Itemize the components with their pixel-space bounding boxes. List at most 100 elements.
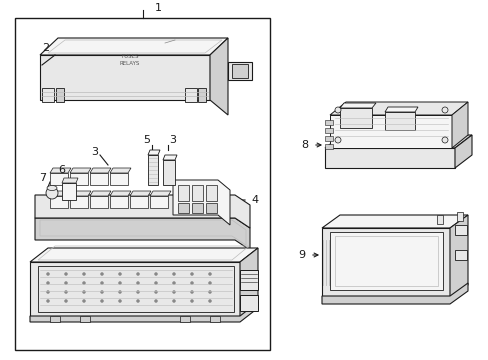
- Text: 2: 2: [42, 43, 49, 53]
- Polygon shape: [90, 191, 111, 196]
- Polygon shape: [50, 173, 68, 185]
- Circle shape: [154, 273, 157, 275]
- Polygon shape: [325, 135, 471, 148]
- Polygon shape: [130, 196, 148, 208]
- Bar: [231, 64, 247, 78]
- Circle shape: [64, 273, 67, 275]
- Circle shape: [46, 187, 58, 199]
- Circle shape: [334, 137, 340, 143]
- Polygon shape: [209, 38, 227, 115]
- Circle shape: [118, 282, 121, 284]
- Polygon shape: [321, 228, 449, 298]
- Circle shape: [172, 300, 175, 302]
- Bar: [38, 266, 234, 312]
- Polygon shape: [40, 55, 209, 100]
- Polygon shape: [240, 248, 258, 318]
- Polygon shape: [30, 262, 240, 318]
- Polygon shape: [329, 232, 442, 290]
- Bar: [184, 88, 197, 102]
- Polygon shape: [384, 107, 417, 112]
- Polygon shape: [70, 191, 91, 196]
- Polygon shape: [456, 212, 462, 221]
- Polygon shape: [150, 196, 168, 208]
- Polygon shape: [173, 180, 229, 225]
- Circle shape: [208, 273, 211, 275]
- Polygon shape: [62, 183, 76, 200]
- Bar: [178, 203, 189, 213]
- Bar: [42, 88, 54, 102]
- Bar: [198, 88, 205, 102]
- Polygon shape: [339, 108, 371, 128]
- Polygon shape: [436, 215, 442, 224]
- Circle shape: [190, 282, 193, 284]
- Circle shape: [136, 300, 139, 302]
- Bar: [454, 250, 466, 260]
- Polygon shape: [110, 168, 131, 173]
- Circle shape: [118, 273, 121, 275]
- Circle shape: [334, 107, 340, 113]
- Polygon shape: [329, 102, 467, 115]
- Bar: [240, 295, 258, 311]
- Polygon shape: [30, 302, 258, 322]
- Polygon shape: [110, 191, 131, 196]
- Polygon shape: [325, 148, 454, 168]
- Polygon shape: [321, 283, 467, 304]
- Circle shape: [172, 273, 175, 275]
- Text: 1: 1: [154, 3, 161, 13]
- Circle shape: [46, 273, 49, 275]
- Circle shape: [82, 282, 85, 284]
- Circle shape: [136, 273, 139, 275]
- Circle shape: [101, 300, 103, 302]
- Text: 3: 3: [169, 135, 176, 145]
- Polygon shape: [150, 191, 171, 196]
- Polygon shape: [90, 168, 111, 173]
- Circle shape: [208, 282, 211, 284]
- Polygon shape: [329, 115, 451, 148]
- Circle shape: [64, 291, 67, 293]
- Text: 8: 8: [301, 140, 308, 150]
- Circle shape: [172, 291, 175, 293]
- Circle shape: [154, 291, 157, 293]
- Text: 9: 9: [298, 250, 305, 260]
- Circle shape: [136, 282, 139, 284]
- Polygon shape: [451, 102, 467, 148]
- Bar: [240, 270, 258, 290]
- Circle shape: [82, 300, 85, 302]
- Polygon shape: [70, 173, 88, 185]
- Polygon shape: [384, 112, 414, 130]
- Circle shape: [190, 291, 193, 293]
- Bar: [180, 316, 190, 322]
- Bar: [192, 185, 203, 201]
- Circle shape: [172, 282, 175, 284]
- Bar: [80, 316, 90, 322]
- Text: 4: 4: [251, 195, 258, 205]
- Circle shape: [101, 273, 103, 275]
- Bar: [56, 88, 64, 102]
- Circle shape: [118, 300, 121, 302]
- Polygon shape: [70, 196, 88, 208]
- Polygon shape: [62, 178, 78, 183]
- Circle shape: [441, 107, 447, 113]
- Polygon shape: [35, 218, 249, 250]
- Polygon shape: [339, 103, 375, 108]
- Polygon shape: [321, 215, 467, 228]
- Polygon shape: [148, 155, 158, 185]
- Bar: [454, 225, 466, 235]
- Circle shape: [208, 291, 211, 293]
- Polygon shape: [50, 168, 71, 173]
- Polygon shape: [30, 248, 258, 262]
- Polygon shape: [40, 38, 227, 55]
- Bar: [325, 128, 332, 133]
- Circle shape: [46, 300, 49, 302]
- Bar: [209, 316, 220, 322]
- Bar: [325, 120, 332, 125]
- Polygon shape: [50, 196, 68, 208]
- Polygon shape: [454, 135, 471, 168]
- Polygon shape: [110, 196, 128, 208]
- Text: 3: 3: [91, 147, 98, 157]
- Polygon shape: [130, 191, 151, 196]
- Circle shape: [190, 273, 193, 275]
- Circle shape: [441, 137, 447, 143]
- Circle shape: [208, 300, 211, 302]
- Bar: [205, 185, 217, 201]
